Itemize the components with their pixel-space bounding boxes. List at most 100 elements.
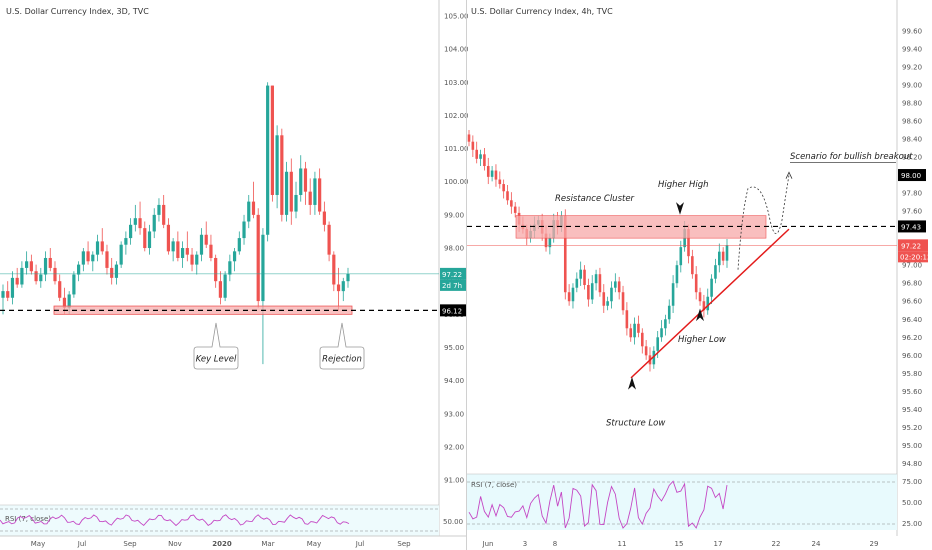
right-candle-body [625, 310, 629, 329]
left-candle-body [247, 201, 251, 222]
left-candle-body [199, 234, 204, 255]
right-price-tick: 98.80 [902, 99, 922, 107]
right-candle-body [587, 285, 590, 300]
right-candle-body [725, 245, 729, 261]
left-candle-body [162, 204, 166, 225]
right-rsi-tick-25: 25.00 [902, 520, 922, 528]
left-chart-pane[interactable]: U.S. Dollar Currency Index, 3D, TVC 105.… [0, 0, 469, 550]
right-candle-body [698, 292, 702, 302]
right-breakout-path [737, 174, 790, 270]
right-time-axis[interactable]: Jun 3 8 11 15 17 22 24 29 [482, 540, 879, 548]
left-price-tick: 98.00 [444, 245, 464, 253]
right-price-tick: 94.80 [902, 460, 922, 468]
left-time-axis[interactable]: May Jul Sep Nov 2020 Mar May Jul Sep [31, 540, 411, 548]
left-candle-body [77, 264, 81, 275]
left-candle-body [266, 85, 270, 235]
right-candle-body [633, 323, 636, 338]
right-candle-body [483, 154, 486, 167]
left-price-tick: 102.00 [444, 112, 469, 120]
right-chart-pane[interactable]: U.S. Dollar Currency Index, 4h, TVC 99.6… [467, 0, 931, 548]
left-candle-body [185, 248, 189, 255]
right-chart-title: U.S. Dollar Currency Index, 4h, TVC [471, 7, 613, 16]
left-candle-body [138, 218, 142, 229]
left-candle-body [294, 194, 298, 212]
right-higher-low-arrow [696, 308, 704, 322]
left-candle-body [176, 241, 180, 258]
left-candles [1, 82, 350, 365]
left-candle-body [341, 281, 345, 292]
left-candle-body [180, 248, 185, 258]
left-candle-body [58, 281, 62, 298]
right-candle-body [548, 238, 552, 248]
left-candle-body [6, 291, 10, 298]
right-level-badge-label: 97.43 [901, 223, 921, 231]
right-price-tick: 95.60 [902, 388, 922, 396]
left-candle-body [34, 271, 38, 282]
right-countdown-label: 02:20:12 [900, 253, 931, 261]
right-candle-body [656, 337, 659, 351]
left-price-tick: 105.00 [444, 12, 469, 20]
left-candle-body [322, 211, 326, 225]
left-candle-body [62, 297, 67, 308]
left-candle-body [214, 257, 218, 282]
left-candle-body [190, 254, 194, 265]
left-price-tick: 104.00 [444, 46, 469, 54]
right-price-tick: 98.60 [902, 117, 922, 125]
left-annotations: 97.22 2d 7h 96.12 Key Level Rejection [0, 267, 466, 370]
left-countdown-label: 2d 7h [442, 282, 462, 290]
right-candle-body [714, 265, 717, 279]
right-candle-body [644, 346, 648, 356]
right-candle-body [471, 141, 475, 150]
left-candle-body [124, 238, 128, 245]
left-time-tick: Sep [123, 540, 137, 548]
left-time-tick: Jul [355, 540, 365, 548]
left-candle-body [223, 274, 227, 298]
left-candle-body [91, 254, 95, 262]
left-price-tick: 91.00 [444, 477, 464, 485]
right-candle-body [671, 283, 675, 306]
right-level-badge [898, 220, 926, 233]
left-candle-body [195, 254, 199, 265]
right-candle-body [567, 292, 571, 302]
right-price-tick: 99.20 [902, 63, 922, 71]
right-annotations: 98.00 97.43 97.22 02:20:12 Resistance Cluste… [467, 152, 931, 429]
right-time-tick: 29 [870, 540, 879, 548]
right-candle-body [710, 278, 713, 297]
left-candle-body [336, 284, 341, 292]
left-level-badge [440, 304, 466, 317]
right-rsi-tick-75: 75.00 [902, 478, 922, 486]
left-price-tick: 95.00 [444, 344, 464, 352]
left-price-tick: 101.00 [444, 145, 469, 153]
left-candle-body [166, 224, 171, 252]
right-price-tick: 97.60 [902, 208, 922, 216]
left-candle-body [81, 251, 85, 265]
right-candle-body [706, 296, 710, 311]
right-candle-body [490, 170, 494, 177]
right-price-tick: 95.80 [902, 370, 922, 378]
left-rejection-callout-label: Rejection [322, 355, 362, 365]
left-candle-body [114, 264, 119, 278]
left-candle-body [171, 241, 175, 252]
left-candle-body [313, 178, 317, 205]
right-candle-body [717, 251, 721, 266]
left-candle-body [308, 191, 312, 205]
left-candle-body [228, 261, 232, 275]
right-candle-body [475, 149, 479, 159]
right-price-axis[interactable]: 99.60 99.40 99.20 99.00 98.80 98.60 98.40 98.20… [902, 27, 922, 468]
left-time-tick: 2020 [212, 540, 232, 548]
right-candle-body [513, 206, 517, 213]
left-price-badge-label: 97.22 [442, 271, 462, 279]
right-target-badge-label: 98.00 [901, 172, 921, 180]
left-key-level-callout-label: Key Level [196, 355, 237, 365]
right-candle-body [583, 269, 586, 286]
left-time-tick: Nov [168, 540, 182, 548]
left-candle-body [218, 281, 222, 298]
left-rsi-label: RSI (7, close) [5, 515, 51, 523]
left-rsi-tick: 50.00 [443, 518, 463, 526]
right-candle-body [598, 274, 602, 293]
right-rsi-tick-50: 50.00 [902, 499, 922, 507]
right-time-tick: 3 [523, 540, 527, 548]
right-price-tick: 96.20 [902, 334, 922, 342]
right-trend-line [630, 228, 790, 379]
